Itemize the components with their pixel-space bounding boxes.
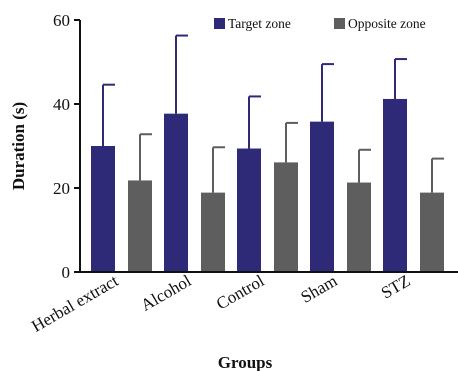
legend-swatch-target-zone <box>214 18 225 29</box>
legend-label-target-zone: Target zone <box>228 16 291 31</box>
x-axis-title: Groups <box>218 353 273 371</box>
bar-opposite-zone-sham <box>347 182 371 272</box>
y-ticks-layer: 0 20 40 60 <box>53 11 80 282</box>
bar-target-zone-herbal-extract <box>91 146 115 272</box>
error-bars-layer <box>102 34 444 193</box>
x-ticks-layer: Herbal extract Alcohol Control Sham STZ <box>28 271 413 336</box>
axes-layer <box>79 20 458 273</box>
y-tick-label: 0 <box>62 263 71 282</box>
bar-opposite-zone-stz <box>420 192 444 272</box>
y-axis-title: Duration (s) <box>9 102 28 190</box>
x-tick-label: Sham <box>297 271 340 307</box>
x-tick-label: STZ <box>378 271 414 303</box>
bar-opposite-zone-herbal-extract <box>128 180 152 272</box>
y-tick-label: 40 <box>53 95 70 114</box>
legend-label-opposite-zone: Opposite zone <box>348 16 426 31</box>
bar-target-zone-control <box>237 148 261 272</box>
bar-target-zone-stz <box>383 98 407 273</box>
bar-opposite-zone-control <box>274 162 298 272</box>
y-tick-label: 20 <box>53 179 70 198</box>
legend: Target zone Opposite zone <box>214 16 426 31</box>
bars-layer <box>91 98 444 273</box>
x-tick-label: Control <box>213 271 268 314</box>
legend-swatch-opposite-zone <box>334 18 345 29</box>
bar-opposite-zone-alcohol <box>201 192 225 272</box>
x-tick-label: Herbal extract <box>28 271 122 336</box>
y-tick-label: 60 <box>53 11 70 30</box>
bar-target-zone-alcohol <box>164 113 188 272</box>
x-tick-label: Alcohol <box>138 271 195 315</box>
bar-target-zone-sham <box>310 121 334 272</box>
